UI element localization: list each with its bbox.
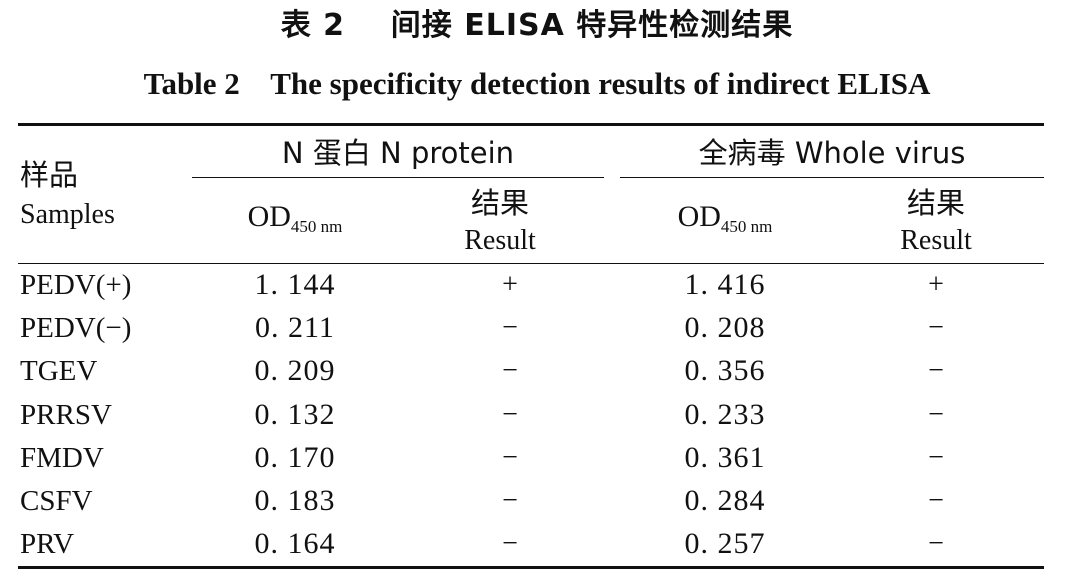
cell-n-od: 0. 132 <box>254 397 336 431</box>
cell-n-result: + <box>502 269 518 300</box>
top-rule <box>18 123 1044 126</box>
cell-n-od: 0. 170 <box>254 440 336 474</box>
cell-w-result: + <box>928 269 944 300</box>
table-title-english: Table 2 The specificity detection result… <box>143 66 931 101</box>
cell-w-result: − <box>928 398 944 430</box>
header-group-whole-virus: 全病毒 Whole virus <box>698 136 966 170</box>
od-subscript: 450 nm <box>720 217 773 236</box>
header-result-cn-w: 结果 <box>906 186 965 220</box>
cell-sample: PRV <box>20 528 75 561</box>
cell-n-result: − <box>502 485 518 516</box>
cell-sample: PEDV(−) <box>20 312 132 345</box>
cell-w-od: 0. 208 <box>684 311 766 345</box>
header-result-en-n: Result <box>464 225 536 256</box>
od-label: OD <box>247 200 291 233</box>
cell-sample: PEDV(+) <box>20 269 132 301</box>
cell-w-result: − <box>928 528 944 560</box>
cell-n-od: 0. 209 <box>254 354 336 388</box>
cell-sample: TGEV <box>20 355 98 388</box>
group-rule-whole-virus <box>620 177 1044 178</box>
header-result-cn-n: 结果 <box>470 186 529 220</box>
cell-w-od: 0. 284 <box>684 484 766 517</box>
od-subscript: 450 nm <box>290 217 343 236</box>
header-od-w: OD450 nm <box>620 200 830 244</box>
cell-sample: FMDV <box>20 441 104 474</box>
cell-w-result: − <box>928 485 944 516</box>
cell-n-od: 0. 183 <box>254 484 336 517</box>
header-sample-cn: 样品 <box>20 158 79 192</box>
cell-n-result: − <box>502 355 518 387</box>
table-title-chinese: 表 2 间接 ELISA 特异性检测结果 <box>280 8 794 43</box>
cell-w-result: − <box>928 312 944 344</box>
header-sample-en: Samples <box>20 199 115 230</box>
cell-sample: CSFV <box>20 485 93 517</box>
cell-n-od: 0. 164 <box>254 527 336 561</box>
od-label: OD <box>677 200 721 233</box>
cell-n-result: − <box>502 528 518 560</box>
header-result-en-w: Result <box>900 225 972 256</box>
cell-w-od: 0. 356 <box>684 354 766 388</box>
cell-n-result: − <box>502 398 518 430</box>
cell-n-od: 0. 211 <box>255 311 335 345</box>
cell-n-od: 1. 144 <box>254 268 336 301</box>
header-rule <box>18 263 1044 264</box>
cell-n-result: − <box>502 312 518 344</box>
bottom-rule <box>18 566 1044 569</box>
cell-w-od: 1. 416 <box>684 268 766 301</box>
cell-n-result: − <box>502 441 518 473</box>
header-od-n: OD450 nm <box>190 200 400 244</box>
cell-w-result: − <box>928 441 944 473</box>
group-rule-n-protein <box>192 177 604 178</box>
cell-sample: PRRSV <box>20 398 112 431</box>
cell-w-od: 0. 233 <box>684 397 766 431</box>
cell-w-od: 0. 257 <box>684 527 766 561</box>
header-group-n-protein: N 蛋白 N protein <box>281 136 515 170</box>
cell-w-od: 0. 361 <box>684 440 766 474</box>
cell-w-result: − <box>928 355 944 387</box>
